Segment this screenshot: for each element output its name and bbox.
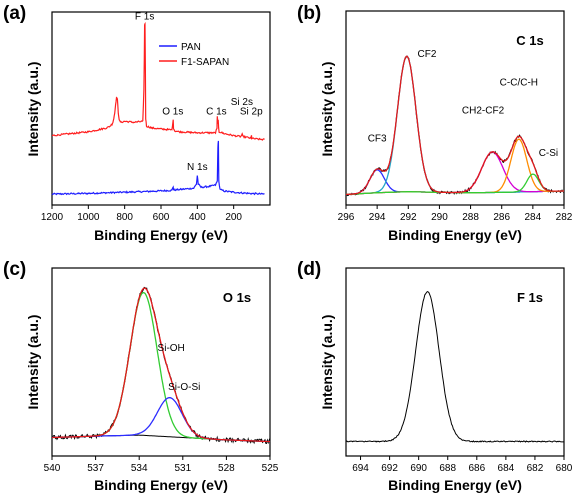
panel-a-axes-frame (51, 11, 271, 206)
x-tick-label: 290 (431, 212, 448, 223)
x-tick-label: 292 (400, 212, 417, 223)
panel-a-ylabel: Intensity (a.u.) (25, 62, 41, 157)
panel-d-ylabel: Intensity (a.u.) (319, 315, 335, 410)
panel-c-ylabel: Intensity (a.u.) (25, 315, 41, 410)
peak-annotation: CF3 (368, 134, 387, 145)
series-line-pan (51, 140, 265, 196)
x-tick-label: 1000 (77, 212, 100, 223)
x-tick-label: 690 (410, 463, 427, 474)
panel-a: (a) 1200 1000 800 600 400 200 Binding Energy … (3, 3, 271, 243)
panel-c-ticks: 540 537 534 531 528 525 (44, 456, 279, 474)
x-tick-label: 400 (189, 212, 206, 223)
x-tick-label: 294 (369, 212, 386, 223)
fit-component-si-o-si (52, 397, 271, 443)
panel-a-series (51, 21, 265, 196)
peak-annotation: CH2-CF2 (462, 106, 505, 117)
peak-annotation: F 1s (135, 12, 154, 23)
x-tick-label: 528 (218, 463, 235, 474)
panel-a-label: (a) (3, 3, 26, 24)
x-tick-label: 680 (556, 463, 573, 474)
x-tick-label: 684 (498, 463, 515, 474)
panel-a-xlabel: Binding Energy (eV) (94, 227, 228, 243)
panel-b-ticks: 296 294 292 290 288 286 284 282 (338, 205, 573, 223)
panel-c: (c) 540 537 534 531 528 525 O 1s Binding Ener… (3, 259, 279, 493)
x-tick-label: 525 (262, 463, 279, 474)
panel-d-series (345, 291, 564, 443)
peak-annotation: N 1s (187, 162, 208, 173)
x-tick-label: 686 (468, 463, 485, 474)
x-tick-label: 688 (439, 463, 456, 474)
panel-c-title: O 1s (223, 290, 251, 305)
x-tick-label: 531 (174, 463, 191, 474)
panel-b-xlabel: Binding Energy (eV) (388, 227, 522, 243)
x-tick-label: 1200 (41, 212, 64, 223)
peak-annotation: O 1s (162, 107, 183, 118)
peak-annotation: C 1s (206, 107, 227, 118)
panel-d-title: F 1s (517, 290, 543, 305)
x-tick-label: 288 (462, 212, 479, 223)
raw-data-line (345, 291, 564, 443)
panel-c-series (51, 286, 271, 445)
fit-component-si-oh (52, 291, 271, 443)
panel-d: (d) 694 692 690 688 686 684 682 680 F 1s Bindin… (297, 259, 573, 493)
peak-annotation: C-Si (539, 148, 558, 159)
x-tick-label: 694 (352, 463, 369, 474)
panel-d-axes-frame (345, 267, 565, 457)
panel-b-ylabel: Intensity (a.u.) (319, 62, 335, 157)
x-tick-label: 284 (525, 212, 542, 223)
peak-annotation: Si 2p (240, 107, 263, 118)
panel-c-annotations: Si-OH Si-O-Si (158, 343, 201, 393)
panel-c-xlabel: Binding Energy (eV) (94, 477, 228, 493)
peak-annotation: Si-OH (158, 343, 185, 354)
x-tick-label: 537 (87, 463, 104, 474)
panel-d-label: (d) (297, 259, 321, 280)
x-tick-label: 296 (338, 212, 355, 223)
x-tick-label: 600 (153, 212, 170, 223)
fit-envelope-line (52, 287, 271, 443)
panel-a-ticks: 1200 1000 800 600 400 200 (41, 205, 242, 223)
panel-b-annotations: CF3 CF2 CH2-CF2 C-C/C-H C-Si (368, 49, 558, 159)
peak-annotation: Si-O-Si (168, 382, 200, 393)
peak-annotation: C-C/C-H (500, 77, 538, 88)
raw-data-line (51, 286, 271, 445)
panel-c-label: (c) (3, 259, 26, 280)
x-tick-label: 800 (116, 212, 133, 223)
panel-b: (b) 296 294 292 290 288 286 284 282 C 1s Bindin… (297, 3, 573, 243)
x-tick-label: 534 (131, 463, 148, 474)
panel-b-axes-frame (345, 10, 565, 206)
x-tick-label: 682 (527, 463, 544, 474)
x-tick-label: 286 (493, 212, 510, 223)
legend-label-f1-sapan: F1-SAPAN (181, 57, 229, 68)
fit-envelope-line (345, 55, 564, 196)
panel-b-series (345, 55, 565, 197)
panel-b-label: (b) (297, 3, 321, 24)
x-tick-label: 692 (381, 463, 398, 474)
panel-d-ticks: 694 692 690 688 686 684 682 680 (352, 456, 573, 474)
x-tick-label: 282 (556, 212, 573, 223)
series-line-f1-sapan (51, 21, 265, 141)
panel-a-legend: PAN F1-SAPAN (159, 42, 229, 68)
panel-b-title: C 1s (516, 33, 543, 48)
x-tick-label: 540 (44, 463, 61, 474)
peak-annotation: CF2 (418, 49, 437, 60)
peak-annotation: Si 2s (231, 97, 253, 108)
x-tick-label: 200 (225, 212, 242, 223)
panel-d-xlabel: Binding Energy (eV) (388, 477, 522, 493)
legend-label-pan: PAN (181, 42, 201, 53)
panel-c-axes-frame (51, 267, 271, 457)
fit-component-c-c-c-h (345, 138, 564, 196)
